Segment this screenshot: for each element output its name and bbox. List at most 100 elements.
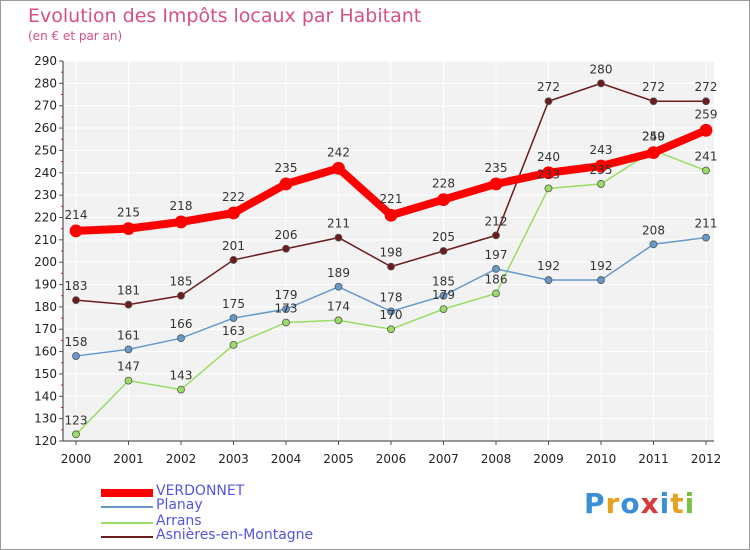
data-point-verdonnet [489,177,503,191]
data-point-verdonnet [279,177,293,191]
data-label-asni-res-en-montagne: 212 [485,214,508,228]
data-label-asni-res-en-montagne: 185 [170,275,193,289]
data-point-asni-res-en-montagne [124,300,133,309]
y-tick-label: 230 [34,188,57,202]
data-point-asni-res-en-montagne [334,233,343,242]
data-label-asni-res-en-montagne: 181 [117,284,140,298]
data-point-asni-res-en-montagne [649,97,658,106]
x-tick-label: 2004 [271,452,302,466]
data-label-arrans: 163 [222,324,245,338]
data-label-asni-res-en-montagne: 211 [327,217,350,231]
data-point-planay [439,291,448,300]
data-point-verdonnet [542,166,555,180]
x-tick-label: 2011 [638,452,669,466]
data-point-arrans [492,289,500,298]
legend-label: Asnières-en-Montagne [156,527,314,543]
data-point-arrans [334,316,343,325]
legend-swatch [101,536,153,538]
x-tick-label: 2009 [533,452,564,466]
x-tick-label: 2003 [218,452,249,466]
data-point-arrans [72,430,80,439]
data-label-planay: 192 [537,259,560,273]
data-label-planay: 211 [695,217,718,231]
x-tick-label: 2010 [586,452,617,466]
data-label-arrans: 235 [590,163,613,177]
data-point-asni-res-en-montagne [72,296,80,305]
data-label-asni-res-en-montagne: 272 [642,80,665,94]
data-label-planay: 175 [222,297,245,311]
x-tick-label: 2001 [113,452,144,466]
data-label-arrans: 173 [275,302,298,316]
data-label-verdonnet: 259 [695,107,718,121]
logo-letter: i [659,487,671,520]
data-point-arrans [282,318,290,327]
data-point-planay [177,334,185,343]
y-tick-label: 290 [34,54,57,68]
y-tick-label: 210 [34,233,57,247]
y-tick-label: 120 [34,434,57,448]
data-label-verdonnet: 242 [327,145,350,159]
x-tick-label: 2012 [691,452,722,466]
data-point-verdonnet [122,222,135,236]
data-point-planay [544,276,553,284]
data-point-asni-res-en-montagne [282,244,290,253]
data-point-verdonnet [227,206,240,220]
y-tick-label: 150 [34,367,57,381]
data-point-verdonnet [699,123,713,137]
data-label-verdonnet: 218 [170,199,193,213]
data-label-arrans: 233 [537,167,560,181]
data-label-planay: 158 [65,335,88,349]
legend-swatch [101,506,153,508]
data-point-verdonnet [594,159,608,173]
data-label-arrans: 174 [327,299,350,313]
data-point-arrans [702,166,710,175]
logo-letter: i [684,487,696,520]
data-label-asni-res-en-montagne: 198 [380,246,403,260]
data-label-asni-res-en-montagne: 280 [590,62,613,76]
data-label-asni-res-en-montagne: 272 [537,80,560,94]
y-tick-label: 250 [34,143,57,157]
data-point-planay [649,240,658,249]
data-label-asni-res-en-montagne: 183 [65,279,88,293]
data-point-verdonnet [69,224,83,238]
data-label-arrans: 250 [642,129,665,143]
data-point-arrans [387,325,395,334]
x-tick-label: 2005 [323,452,354,466]
data-point-asni-res-en-montagne [702,97,710,106]
data-point-planay [702,233,710,242]
data-label-verdonnet: 235 [485,161,508,175]
data-point-planay [597,276,605,284]
chart-subtitle: (en € et par an) [28,29,123,43]
data-point-asni-res-en-montagne [229,256,238,264]
data-point-arrans [544,184,553,193]
data-point-planay [387,307,395,316]
data-label-planay: 161 [117,328,140,342]
data-label-verdonnet: 228 [432,177,455,191]
x-tick-label: 2006 [376,452,407,466]
data-point-asni-res-en-montagne [439,247,448,255]
data-label-planay: 189 [327,266,350,280]
logo-letter: P [584,487,606,520]
y-tick-label: 180 [34,300,57,314]
data-label-arrans: 170 [380,308,403,322]
x-tick-label: 2002 [166,452,197,466]
data-point-planay [229,314,238,322]
data-label-planay: 185 [432,275,455,289]
data-label-verdonnet: 215 [117,206,140,220]
y-tick-label: 140 [34,389,57,403]
data-point-planay [282,305,290,314]
data-label-arrans: 179 [432,288,455,302]
data-label-arrans: 143 [170,369,193,383]
data-point-verdonnet [332,161,345,175]
plot-area [63,61,714,441]
data-label-verdonnet: 222 [222,190,245,204]
y-tick-label: 200 [34,255,57,269]
data-label-asni-res-en-montagne: 205 [432,230,455,244]
data-label-arrans: 186 [485,272,508,286]
y-tick-label: 190 [34,278,57,292]
data-label-arrans: 147 [117,360,140,374]
data-label-planay: 179 [275,288,298,302]
legend-label: VERDONNET [156,483,245,499]
data-point-asni-res-en-montagne [492,231,500,240]
